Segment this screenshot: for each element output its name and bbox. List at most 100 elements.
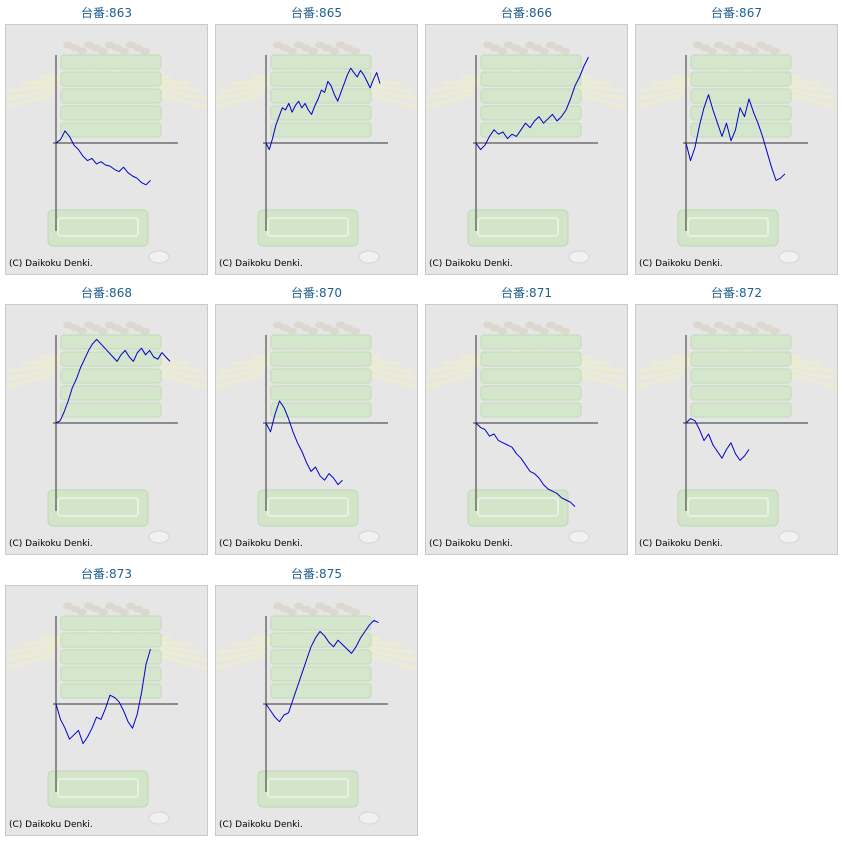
background-coin xyxy=(778,250,800,264)
payout-line xyxy=(685,418,750,461)
background-tray xyxy=(467,489,569,527)
chart-panel: (C) Daikoku Denki. xyxy=(425,24,628,275)
machine-chart-cell: 台番:863 (C) Daikoku Denki. xyxy=(5,3,208,275)
chart-title[interactable]: 台番:863 xyxy=(81,6,132,20)
machine-chart-cell: 台番:875 (C) Daikoku Denki. xyxy=(215,564,418,836)
background-tray xyxy=(467,209,569,247)
slump-graph xyxy=(473,55,598,231)
background-coins xyxy=(693,41,780,55)
background-coin xyxy=(778,530,800,544)
background-medal-boxes xyxy=(270,334,372,418)
copyright-text: (C) Daikoku Denki. xyxy=(219,539,303,549)
background-medal-boxes xyxy=(690,54,792,138)
chart-title[interactable]: 台番:871 xyxy=(501,286,552,300)
machine-chart-cell: 台番:871 (C) Daikoku Denki. xyxy=(425,283,628,555)
payout-line xyxy=(55,338,171,424)
copyright-text: (C) Daikoku Denki. xyxy=(639,539,723,549)
chart-title[interactable]: 台番:867 xyxy=(711,6,762,20)
chart-panel: (C) Daikoku Denki. xyxy=(5,585,208,836)
background-coin xyxy=(358,530,380,544)
chart-panel: (C) Daikoku Denki. xyxy=(5,24,208,275)
background-coins xyxy=(483,321,570,335)
slump-graph xyxy=(53,335,178,511)
background-tray xyxy=(677,209,779,247)
slump-graph xyxy=(473,335,598,511)
payout-line xyxy=(475,422,576,507)
slump-graph xyxy=(53,55,178,231)
machine-chart-cell: 台番:867 (C) Daikoku Denki. xyxy=(635,3,838,275)
background-coins xyxy=(63,321,150,335)
copyright-text: (C) Daikoku Denki. xyxy=(9,820,93,830)
chart-title[interactable]: 台番:868 xyxy=(81,286,132,300)
machine-chart-cell: 台番:873 (C) Daikoku Denki. xyxy=(5,564,208,836)
background-coin xyxy=(358,250,380,264)
payout-line xyxy=(265,400,343,486)
background-tray xyxy=(47,209,149,247)
chart-title[interactable]: 台番:865 xyxy=(291,6,342,20)
background-medal-boxes xyxy=(690,334,792,418)
payout-line xyxy=(265,619,379,723)
background-tray xyxy=(47,489,149,527)
chart-title[interactable]: 台番:875 xyxy=(291,567,342,581)
background-tray xyxy=(257,209,359,247)
background-coins xyxy=(63,602,150,616)
background-tray xyxy=(257,770,359,808)
background-coins xyxy=(273,602,360,616)
slump-graph xyxy=(263,616,388,792)
background-illustration xyxy=(636,321,837,544)
copyright-text: (C) Daikoku Denki. xyxy=(219,259,303,269)
background-rays xyxy=(636,68,837,110)
background-coin xyxy=(148,250,170,264)
background-medal-boxes xyxy=(480,54,582,138)
background-coins xyxy=(63,41,150,55)
chart-title[interactable]: 台番:872 xyxy=(711,286,762,300)
background-illustration xyxy=(426,41,627,264)
background-illustration xyxy=(636,41,837,264)
slump-graph xyxy=(683,55,808,231)
machine-chart-cell: 台番:868 (C) Daikoku Denki. xyxy=(5,283,208,555)
background-medal-boxes xyxy=(60,615,162,699)
copyright-text: (C) Daikoku Denki. xyxy=(9,259,93,269)
machine-chart-cell: 台番:866 (C) Daikoku Denki. xyxy=(425,3,628,275)
copyright-text: (C) Daikoku Denki. xyxy=(429,259,513,269)
background-illustration xyxy=(216,321,417,544)
background-coin xyxy=(568,530,590,544)
machine-chart-cell: 台番:865 (C) Daikoku Denki. xyxy=(215,3,418,275)
payout-line xyxy=(265,67,381,151)
background-coin xyxy=(148,811,170,825)
background-medal-boxes xyxy=(270,54,372,138)
chart-title[interactable]: 台番:866 xyxy=(501,6,552,20)
background-coin xyxy=(148,530,170,544)
background-medal-boxes xyxy=(480,334,582,418)
background-illustration xyxy=(216,41,417,264)
background-coins xyxy=(273,321,360,335)
machine-chart-cell: 台番:872 (C) Daikoku Denki. xyxy=(635,283,838,555)
chart-panel: (C) Daikoku Denki. xyxy=(635,24,838,275)
copyright-text: (C) Daikoku Denki. xyxy=(639,259,723,269)
chart-panel: (C) Daikoku Denki. xyxy=(425,304,628,555)
copyright-text: (C) Daikoku Denki. xyxy=(429,539,513,549)
background-coin xyxy=(568,250,590,264)
chart-panel: (C) Daikoku Denki. xyxy=(215,585,418,836)
background-tray xyxy=(47,770,149,808)
payout-line xyxy=(55,130,151,186)
slump-graph xyxy=(263,55,388,231)
background-tray xyxy=(257,489,359,527)
background-medal-boxes xyxy=(270,615,372,699)
chart-title[interactable]: 台番:873 xyxy=(81,567,132,581)
chart-title[interactable]: 台番:870 xyxy=(291,286,342,300)
copyright-text: (C) Daikoku Denki. xyxy=(219,820,303,830)
chart-panel: (C) Daikoku Denki. xyxy=(215,24,418,275)
payout-line xyxy=(685,94,786,181)
payout-line xyxy=(55,648,151,745)
background-coins xyxy=(483,41,570,55)
slump-graph xyxy=(683,335,808,511)
payout-line xyxy=(475,56,589,151)
slump-graph xyxy=(53,616,178,792)
background-illustration xyxy=(426,321,627,544)
background-coins xyxy=(693,321,780,335)
chart-panel: (C) Daikoku Denki. xyxy=(215,304,418,555)
background-coin xyxy=(358,811,380,825)
chart-panel: (C) Daikoku Denki. xyxy=(635,304,838,555)
background-illustration xyxy=(6,41,207,264)
